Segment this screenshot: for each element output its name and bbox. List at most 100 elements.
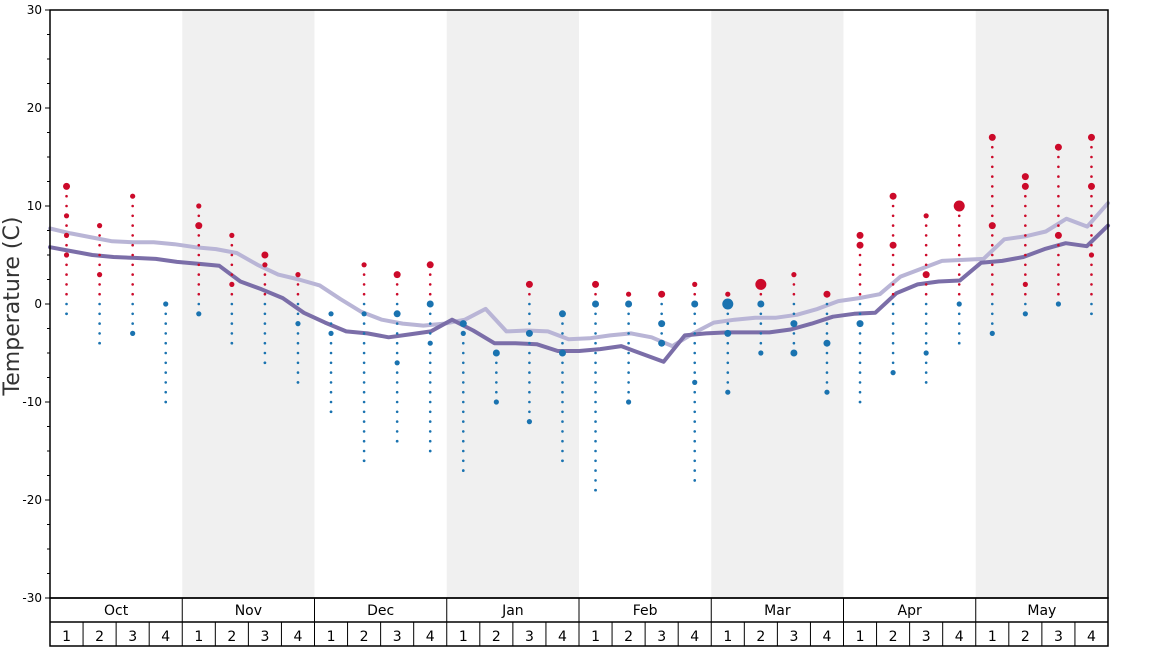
data-point [395, 420, 399, 423]
data-point [428, 400, 432, 404]
month-label: Mar [764, 603, 791, 619]
average-lines [48, 201, 1110, 364]
data-point [461, 469, 465, 472]
data-point [990, 292, 994, 296]
data-point [759, 332, 763, 335]
data-point [65, 243, 68, 247]
data-point [164, 361, 168, 365]
data-point [990, 185, 994, 188]
data-point [825, 302, 829, 306]
data-point [164, 322, 168, 325]
data-point [858, 400, 862, 404]
data-point [131, 204, 134, 208]
data-point [561, 361, 564, 365]
data-point [296, 361, 300, 365]
data-point [428, 410, 432, 414]
data-point [990, 243, 994, 247]
data-point [427, 340, 433, 346]
data-point [65, 263, 68, 267]
data-point [428, 292, 432, 296]
data-point [1057, 185, 1060, 188]
data-point [296, 341, 300, 345]
data-point [65, 312, 68, 316]
data-point [461, 420, 465, 423]
data-point [1090, 283, 1093, 286]
data-point [495, 361, 498, 365]
week-label: 2 [492, 629, 501, 645]
data-point [858, 381, 862, 384]
data-point [824, 389, 830, 395]
data-point [1087, 182, 1095, 190]
data-point [1090, 234, 1093, 237]
data-point [957, 332, 961, 335]
week-label: 1 [988, 629, 997, 645]
data-point [395, 283, 399, 286]
data-point [625, 399, 632, 405]
data-point [263, 292, 267, 296]
data-point [858, 302, 862, 306]
data-point [790, 349, 798, 357]
data-point [63, 232, 70, 238]
week-label: 4 [558, 629, 567, 645]
data-point [197, 283, 201, 286]
data-point [197, 273, 201, 276]
data-point [627, 371, 630, 374]
data-point [495, 390, 498, 394]
data-point [131, 273, 134, 276]
data-point [891, 341, 895, 345]
data-point [296, 332, 300, 335]
data-point [428, 439, 432, 443]
week-label: 1 [327, 629, 336, 645]
data-point [263, 332, 267, 335]
week-label: 2 [1021, 629, 1030, 645]
data-point [131, 302, 134, 306]
data-point [891, 204, 895, 208]
data-point [792, 341, 796, 345]
data-point [990, 312, 994, 316]
data-point [924, 341, 928, 345]
data-point [461, 361, 465, 365]
data-point [263, 361, 267, 365]
data-point [924, 371, 928, 374]
data-point [891, 292, 895, 296]
data-point [627, 381, 630, 384]
data-point [230, 263, 234, 267]
data-point [525, 280, 533, 288]
data-point [131, 243, 134, 247]
data-point [1024, 292, 1027, 296]
data-point [230, 322, 234, 325]
data-point [891, 322, 895, 325]
data-point [1057, 155, 1060, 159]
data-point [230, 273, 234, 276]
data-point [990, 155, 994, 159]
data-point [395, 400, 399, 404]
data-point [528, 312, 531, 316]
data-point [956, 301, 962, 307]
week-label: 3 [393, 629, 402, 645]
data-point [923, 350, 929, 356]
month-label: Apr [898, 603, 922, 619]
data-point [722, 298, 734, 310]
data-point [329, 390, 333, 394]
data-point [1024, 214, 1027, 218]
data-point [1088, 252, 1095, 258]
data-point [65, 224, 68, 227]
data-point [594, 410, 597, 414]
data-point [1090, 175, 1093, 178]
data-point [65, 273, 68, 276]
data-point [461, 371, 465, 374]
data-point [1057, 243, 1060, 247]
data-point [858, 292, 862, 296]
data-point [528, 381, 531, 384]
data-point [131, 224, 134, 227]
month-label: May [1027, 603, 1056, 619]
data-point [594, 420, 597, 423]
data-point [1090, 302, 1093, 306]
data-point [295, 272, 301, 278]
data-point [957, 253, 961, 257]
data-point [957, 341, 961, 345]
data-point [395, 341, 399, 345]
data-point [296, 351, 300, 355]
data-point [891, 332, 895, 335]
data-point [953, 200, 965, 212]
